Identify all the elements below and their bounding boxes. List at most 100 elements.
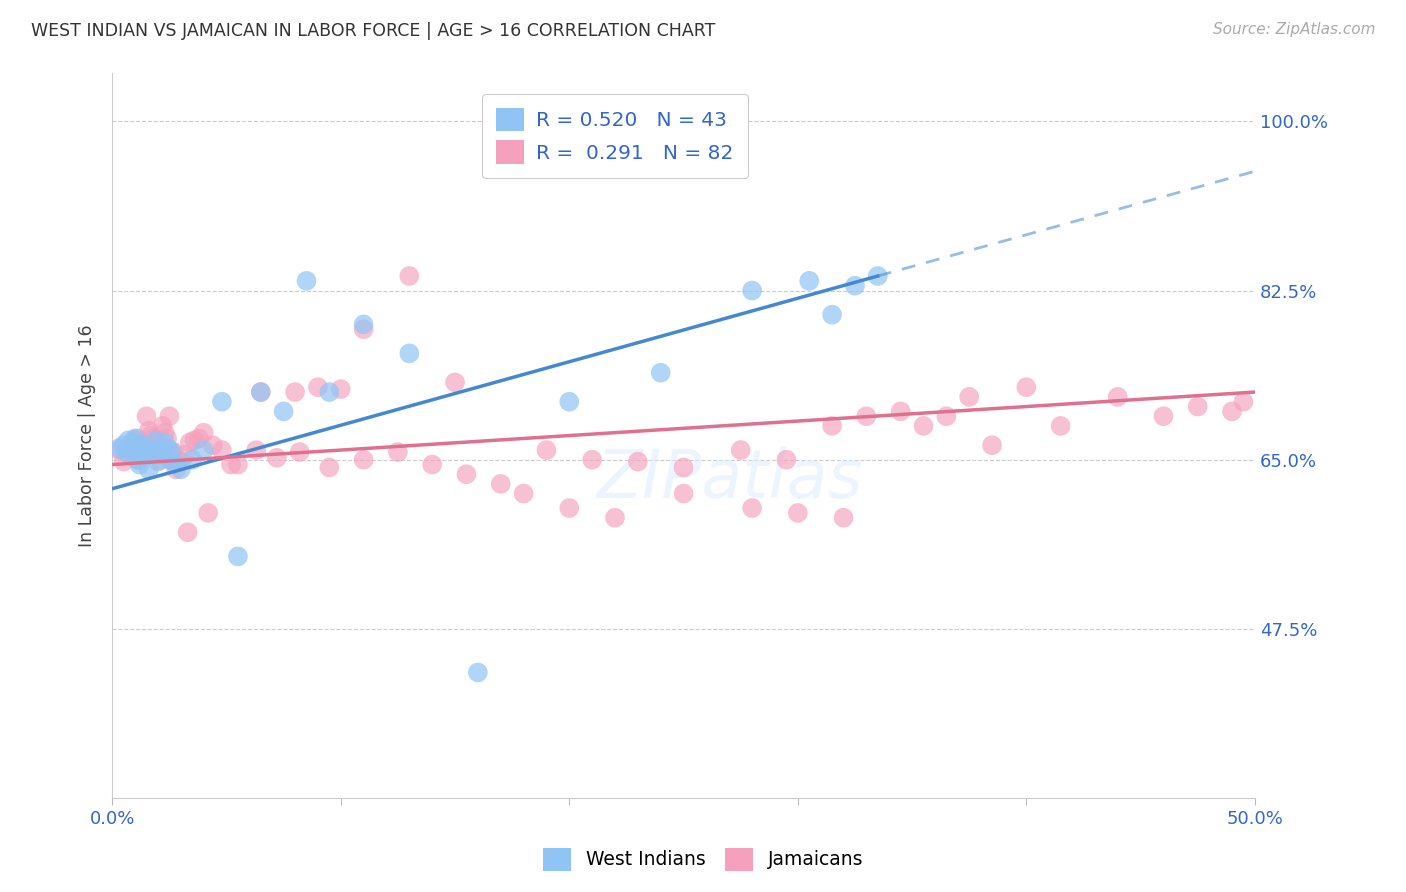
Point bbox=[176, 525, 198, 540]
Point bbox=[124, 434, 146, 448]
Point bbox=[219, 458, 242, 472]
Point bbox=[135, 409, 157, 424]
Point bbox=[115, 445, 138, 459]
Point bbox=[444, 376, 467, 390]
Point bbox=[558, 394, 581, 409]
Point bbox=[211, 443, 233, 458]
Point bbox=[1152, 409, 1174, 424]
Point bbox=[741, 501, 763, 516]
Point bbox=[112, 438, 135, 452]
Point bbox=[120, 443, 142, 458]
Point bbox=[134, 443, 156, 458]
Point bbox=[146, 443, 169, 458]
Point bbox=[117, 434, 139, 448]
Point bbox=[821, 308, 844, 322]
Point bbox=[398, 268, 420, 283]
Point bbox=[558, 501, 581, 516]
Point bbox=[153, 425, 176, 440]
Point bbox=[156, 432, 179, 446]
Point bbox=[866, 268, 889, 283]
Point bbox=[387, 445, 409, 459]
Point bbox=[226, 549, 249, 564]
Point bbox=[121, 435, 143, 450]
Point bbox=[821, 418, 844, 433]
Point bbox=[1049, 418, 1071, 433]
Point bbox=[160, 445, 183, 459]
Point bbox=[226, 458, 249, 472]
Point bbox=[211, 394, 233, 409]
Point bbox=[536, 443, 558, 458]
Point bbox=[672, 460, 695, 475]
Text: WEST INDIAN VS JAMAICAN IN LABOR FORCE | AGE > 16 CORRELATION CHART: WEST INDIAN VS JAMAICAN IN LABOR FORCE |… bbox=[31, 22, 716, 40]
Point bbox=[153, 435, 176, 450]
Point bbox=[138, 462, 160, 476]
Point bbox=[844, 278, 866, 293]
Point bbox=[353, 452, 375, 467]
Point bbox=[115, 445, 138, 459]
Point bbox=[245, 443, 267, 458]
Point bbox=[139, 443, 162, 458]
Point bbox=[156, 441, 179, 455]
Point bbox=[193, 425, 215, 440]
Point bbox=[420, 458, 443, 472]
Point bbox=[142, 432, 165, 446]
Point bbox=[183, 434, 205, 448]
Point bbox=[117, 441, 139, 455]
Point bbox=[249, 385, 271, 400]
Point bbox=[157, 409, 180, 424]
Point bbox=[170, 455, 193, 469]
Point bbox=[163, 445, 186, 459]
Point bbox=[650, 366, 672, 380]
Point bbox=[145, 435, 167, 450]
Point bbox=[188, 432, 211, 446]
Point bbox=[1187, 400, 1209, 414]
Point bbox=[935, 409, 957, 424]
Point bbox=[131, 438, 153, 452]
Point bbox=[112, 455, 135, 469]
Point bbox=[179, 435, 201, 450]
Point bbox=[730, 443, 752, 458]
Point bbox=[124, 432, 146, 446]
Point bbox=[672, 486, 695, 500]
Point bbox=[152, 448, 174, 462]
Text: Source: ZipAtlas.com: Source: ZipAtlas.com bbox=[1212, 22, 1375, 37]
Point bbox=[120, 448, 142, 462]
Point bbox=[288, 445, 311, 459]
Point bbox=[197, 506, 219, 520]
Point bbox=[512, 486, 534, 500]
Point bbox=[307, 380, 329, 394]
Point bbox=[174, 448, 197, 462]
Point bbox=[832, 510, 855, 524]
Point bbox=[165, 462, 187, 476]
Point bbox=[157, 443, 180, 458]
Point bbox=[981, 438, 1004, 452]
Point bbox=[108, 441, 131, 455]
Point bbox=[139, 428, 162, 442]
Point bbox=[1107, 390, 1129, 404]
Point bbox=[145, 434, 167, 448]
Legend: R = 0.520   N = 43, R =  0.291   N = 82: R = 0.520 N = 43, R = 0.291 N = 82 bbox=[482, 94, 748, 178]
Y-axis label: In Labor Force | Age > 16: In Labor Force | Age > 16 bbox=[79, 325, 96, 547]
Point bbox=[1232, 394, 1254, 409]
Point bbox=[249, 385, 271, 400]
Point bbox=[108, 443, 131, 458]
Point bbox=[127, 452, 149, 467]
Point bbox=[160, 452, 183, 467]
Point bbox=[912, 418, 935, 433]
Point bbox=[131, 448, 153, 462]
Point bbox=[193, 443, 215, 458]
Point bbox=[775, 452, 797, 467]
Point bbox=[318, 460, 340, 475]
Point bbox=[273, 404, 295, 418]
Point bbox=[353, 318, 375, 332]
Point bbox=[127, 432, 149, 446]
Point bbox=[353, 322, 375, 336]
Text: ZIPatlas: ZIPatlas bbox=[596, 446, 862, 512]
Point bbox=[786, 506, 808, 520]
Point bbox=[128, 452, 150, 467]
Point bbox=[581, 452, 603, 467]
Point bbox=[398, 346, 420, 360]
Point bbox=[456, 467, 478, 482]
Point bbox=[149, 452, 172, 467]
Legend: West Indians, Jamaicans: West Indians, Jamaicans bbox=[536, 840, 870, 878]
